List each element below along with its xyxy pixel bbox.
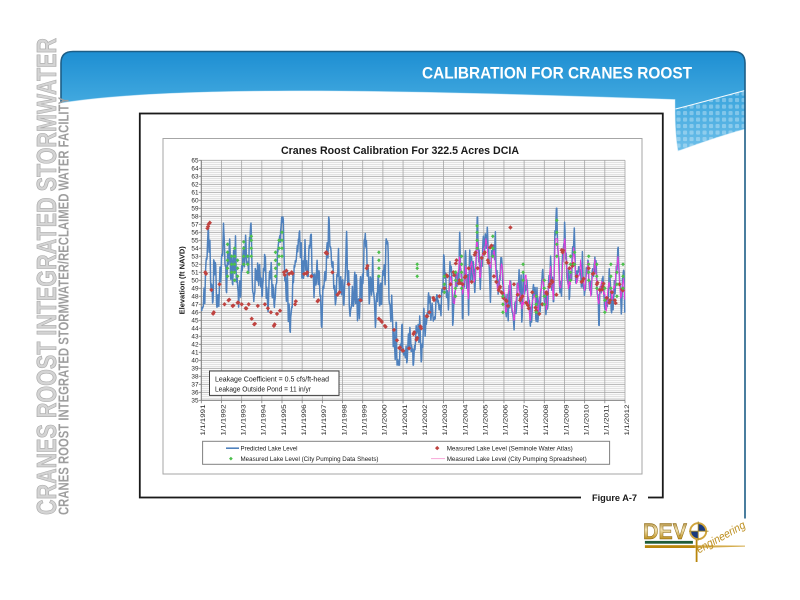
svg-text:1/1/2006: 1/1/2006 <box>503 404 510 435</box>
svg-text:1/1/1991: 1/1/1991 <box>200 404 207 435</box>
svg-text:1/1/2005: 1/1/2005 <box>483 404 490 435</box>
svg-text:1/1/1999: 1/1/1999 <box>362 404 369 435</box>
svg-text:62: 62 <box>191 182 199 189</box>
svg-text:59: 59 <box>191 206 199 213</box>
svg-text:1/1/2002: 1/1/2002 <box>422 404 429 435</box>
svg-text:48: 48 <box>191 294 199 301</box>
svg-text:Figure A-7: Figure A-7 <box>592 493 637 503</box>
svg-text:Leakage Coefficient = 0.5 cfs/: Leakage Coefficient = 0.5 cfs/ft-head <box>215 377 329 384</box>
svg-text:1/1/2007: 1/1/2007 <box>523 404 530 435</box>
svg-text:1/1/2003: 1/1/2003 <box>442 404 449 435</box>
svg-text:1/1/2004: 1/1/2004 <box>462 404 469 435</box>
svg-text:44: 44 <box>191 326 199 333</box>
svg-text:Leakage Outside Pond = 11 in/y: Leakage Outside Pond = 11 in/yr <box>215 387 312 394</box>
svg-text:1/1/1995: 1/1/1995 <box>281 404 288 435</box>
svg-text:42: 42 <box>191 342 199 349</box>
svg-text:1/1/2008: 1/1/2008 <box>543 404 550 435</box>
svg-text:CRANES ROOST INTEGRATED STORMW: CRANES ROOST INTEGRATED STORMWATER/RECLA… <box>55 97 72 515</box>
svg-text:64: 64 <box>191 166 199 173</box>
svg-text:1/1/1997: 1/1/1997 <box>321 404 328 435</box>
svg-text:60: 60 <box>191 198 199 205</box>
svg-text:1/1/1993: 1/1/1993 <box>241 404 248 435</box>
svg-text:39: 39 <box>191 366 199 373</box>
svg-text:Cranes Roost Calibration For 3: Cranes Roost Calibration For 322.5 Acres… <box>281 145 519 157</box>
svg-text:Measured Lake Level (City Pump: Measured Lake Level (City Pumping Data S… <box>241 456 379 463</box>
svg-text:40: 40 <box>191 358 199 365</box>
svg-text:CRANES ROOST INTEGRATED STORMW: CRANES ROOST INTEGRATED STORMWATER <box>31 38 62 515</box>
svg-text:65: 65 <box>191 158 199 165</box>
svg-text:54: 54 <box>191 246 199 253</box>
svg-text:55: 55 <box>191 238 199 245</box>
svg-text:Predicted Lake Level: Predicted Lake Level <box>241 446 298 453</box>
svg-text:41: 41 <box>191 350 199 357</box>
svg-text:1/1/1996: 1/1/1996 <box>301 404 308 435</box>
svg-text:Measured Lake Level (City Pump: Measured Lake Level (City Pumping Spread… <box>447 456 587 463</box>
svg-text:38: 38 <box>191 374 199 381</box>
svg-text:1/1/2012: 1/1/2012 <box>624 404 631 435</box>
svg-text:1/1/2001: 1/1/2001 <box>402 404 409 435</box>
svg-text:1/1/1998: 1/1/1998 <box>341 404 348 435</box>
svg-text:57: 57 <box>191 222 199 229</box>
svg-text:35: 35 <box>191 398 199 405</box>
svg-text:CALIBRATION FOR CRANES ROOST: CALIBRATION FOR CRANES ROOST <box>422 65 692 83</box>
svg-text:1/1/2010: 1/1/2010 <box>583 404 590 435</box>
svg-text:1/1/1992: 1/1/1992 <box>220 404 227 435</box>
svg-text:63: 63 <box>191 174 199 181</box>
svg-text:Elevation (ft NAVD): Elevation (ft NAVD) <box>178 246 187 315</box>
svg-text:45: 45 <box>191 318 199 325</box>
svg-text:Measured Lake Level (Seminole: Measured Lake Level (Seminole Water Atla… <box>447 446 573 453</box>
svg-text:1/1/2000: 1/1/2000 <box>382 404 389 435</box>
svg-text:51: 51 <box>191 270 199 277</box>
svg-text:36: 36 <box>191 390 199 397</box>
svg-text:47: 47 <box>191 302 199 309</box>
svg-text:37: 37 <box>191 382 199 389</box>
svg-text:61: 61 <box>191 190 199 197</box>
svg-text:50: 50 <box>191 278 199 285</box>
svg-text:49: 49 <box>191 286 199 293</box>
svg-text:53: 53 <box>191 254 199 261</box>
svg-text:56: 56 <box>191 230 199 237</box>
svg-text:1/1/1994: 1/1/1994 <box>261 404 268 435</box>
svg-text:46: 46 <box>191 310 199 317</box>
svg-text:DEV: DEV <box>643 519 687 544</box>
svg-text:1/1/2009: 1/1/2009 <box>563 404 570 435</box>
svg-text:1/1/2011: 1/1/2011 <box>604 404 611 435</box>
svg-text:43: 43 <box>191 334 199 341</box>
svg-text:58: 58 <box>191 214 199 221</box>
svg-text:52: 52 <box>191 262 199 269</box>
